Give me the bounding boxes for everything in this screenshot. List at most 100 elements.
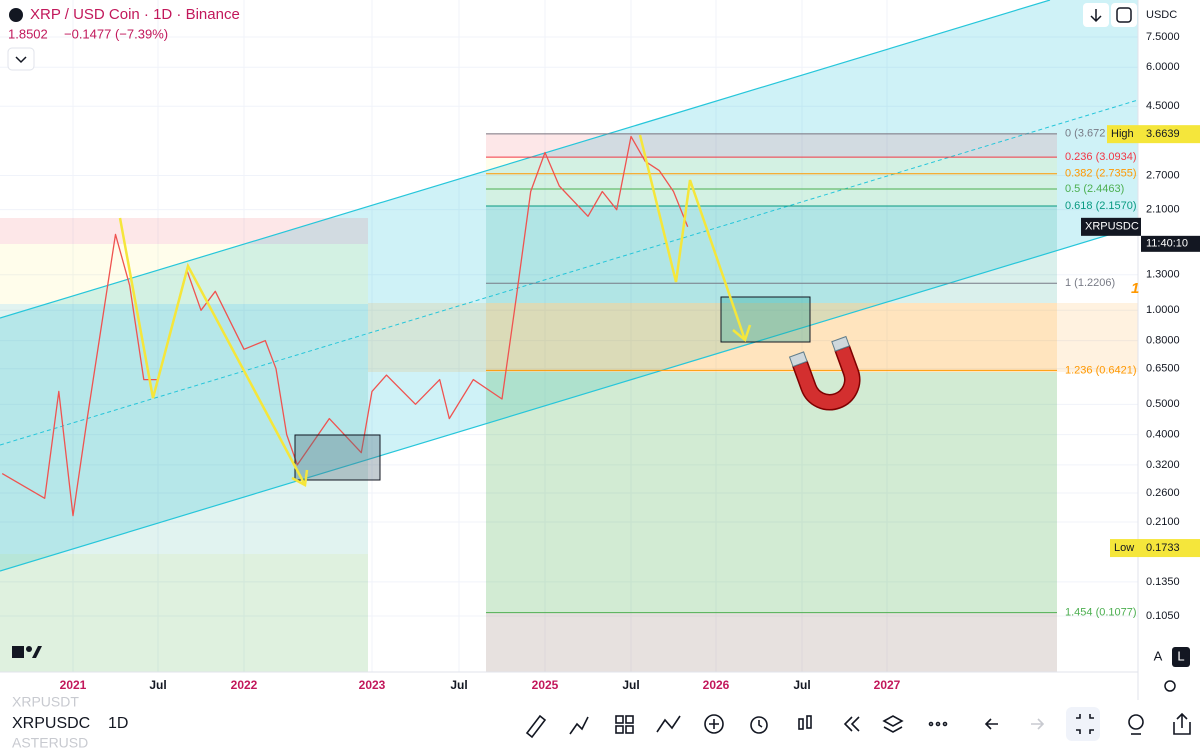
fib-label: 0.5 (2.4463) <box>1065 183 1124 195</box>
header: XRP / USD Coin · 1D · Binance 1.8502 −0.… <box>7 3 1177 71</box>
badge-bg <box>1110 539 1200 558</box>
ghost-symbol: ASTERUSD <box>12 735 88 750</box>
indicator-tool[interactable] <box>569 716 589 735</box>
fib-label: 1.454 (0.1077) <box>1065 606 1137 618</box>
log-scale-bg[interactable] <box>1172 647 1190 667</box>
fib-band <box>0 244 368 304</box>
badge-label: XRPUSDC <box>1085 221 1139 233</box>
share-tool[interactable] <box>1173 712 1191 735</box>
y-tick-label: 0.2100 <box>1146 516 1180 528</box>
add-tool[interactable] <box>704 714 724 734</box>
fullscreen-tool[interactable] <box>1076 714 1094 734</box>
x-tick-label: Jul <box>450 678 467 692</box>
fib-label: 0 (3.672 <box>1065 128 1105 140</box>
fib-band <box>0 304 368 554</box>
more-tool[interactable] <box>928 721 934 727</box>
square-icon <box>1116 7 1132 23</box>
time-axis: 2021 Jul 2022 2023 Jul 2025 Jul 2026 Jul 2027 <box>60 678 901 692</box>
x-tick-label: 2022 <box>231 678 258 692</box>
channel-fill <box>0 0 1138 571</box>
log-scale[interactable]: L <box>1177 648 1184 663</box>
toolbar-symbol[interactable]: XRPUSDC <box>12 715 90 732</box>
fullscreen-button[interactable] <box>1111 3 1137 27</box>
magnet-icon <box>788 335 861 411</box>
y-tick-label: 7.5000 <box>1146 31 1180 43</box>
currency[interactable]: USDC <box>1146 9 1177 21</box>
undo-tool[interactable] <box>984 718 998 730</box>
down-icon <box>1090 9 1102 23</box>
fib-label: 0.618 (2.1570) <box>1065 200 1137 212</box>
fib-band <box>368 303 1138 372</box>
object-tree-tool[interactable] <box>1128 714 1144 730</box>
price-line <box>1 135 689 517</box>
collapse-button[interactable] <box>7 47 35 71</box>
arrow-path <box>118 217 307 486</box>
compare-tool[interactable] <box>656 715 681 733</box>
channel-upper <box>0 0 1051 319</box>
pen-tool[interactable] <box>525 714 547 739</box>
last-price: 1.8502 <box>8 26 48 41</box>
badge-bg <box>1107 125 1200 144</box>
x-tick-label: 2027 <box>874 678 901 692</box>
fullscreen-tool-bg[interactable] <box>1066 707 1100 741</box>
arrowhead <box>291 469 309 487</box>
toolbar-bg <box>0 700 1200 750</box>
fib-band <box>486 133 1057 157</box>
layout-tool[interactable] <box>615 715 624 724</box>
zone-box <box>294 434 381 481</box>
price <box>1 135 689 517</box>
y-tick-label: 0.4000 <box>1146 428 1180 440</box>
fib-band <box>486 157 1057 206</box>
symbol-title: XRP / USD Coin · 1D · Binance <box>30 6 240 23</box>
badge-label: Low <box>1114 542 1134 554</box>
x-tick-label: Jul <box>622 678 639 692</box>
y-tick-label: 0.5000 <box>1146 398 1180 410</box>
countdown: 11:40:10 <box>1146 238 1188 250</box>
fib-band <box>0 554 368 672</box>
tv-logo <box>12 646 42 658</box>
x-tick-label: 2025 <box>532 678 559 692</box>
y-tick-label: 0.6500 <box>1146 363 1180 375</box>
badge-value: 0.1733 <box>1146 542 1180 554</box>
settings-icon[interactable] <box>1164 680 1176 692</box>
y-tick-label: 6.0000 <box>1146 61 1180 73</box>
y-tick-label: 0.2600 <box>1146 487 1180 499</box>
badge-value: 3.6639 <box>1146 128 1180 140</box>
badges: High 3.6639 Low 0.1733 XRPUSDC 1.8502 11:40:10 <box>1081 125 1200 558</box>
fib-levels: 0 (3.672 0.236 (3.0934) 0.382 (2.7355) 0.5 … <box>486 128 1137 618</box>
countdown-bg <box>1141 235 1200 252</box>
alert-tool[interactable] <box>750 716 768 734</box>
redo-tool[interactable] <box>1031 718 1045 730</box>
bottom-toolbar: XRPUSDT ASTERUSD XRPUSDC 1D <box>0 694 1200 750</box>
annotations <box>12 134 861 658</box>
fib-label: 1 (1.2206) <box>1065 277 1115 289</box>
candles-tool[interactable] <box>798 718 804 730</box>
fib-band <box>486 372 1057 612</box>
toolbar-interval[interactable]: 1D <box>108 715 128 732</box>
auto-scale[interactable]: A <box>1154 648 1163 663</box>
badge-value: 1.8502 <box>1146 221 1180 233</box>
x-tick-label: 2023 <box>359 678 386 692</box>
side-marker: 1 <box>1131 280 1139 297</box>
y-tick-label: 0.8000 <box>1146 334 1180 346</box>
x-tick-label: Jul <box>793 678 810 692</box>
fib-band <box>0 218 368 244</box>
fib-label: 1.236 (0.6421) <box>1065 364 1137 376</box>
ghost-symbol: XRPUSDT <box>12 694 79 710</box>
price-change: −0.1477 (−7.39%) <box>64 26 168 41</box>
y-tick-label: 0.1050 <box>1146 610 1180 622</box>
zone-box <box>720 296 811 343</box>
symbol-icon <box>9 8 23 22</box>
grid <box>0 0 1138 672</box>
layers-tool[interactable] <box>882 715 904 733</box>
scale-buttons: A L <box>1154 647 1190 692</box>
x-tick-label: 2021 <box>60 678 87 692</box>
y-tick-label: 0.1350 <box>1146 576 1180 588</box>
price-axis: 7.5000 6.0000 4.5000 2.7000 2.1000 1.3000 1.00… <box>1146 31 1180 622</box>
arrow-path <box>638 134 747 341</box>
drawings <box>0 0 1138 672</box>
y-tick-label: 1.3000 <box>1146 269 1180 281</box>
replay-tool[interactable] <box>843 716 860 732</box>
